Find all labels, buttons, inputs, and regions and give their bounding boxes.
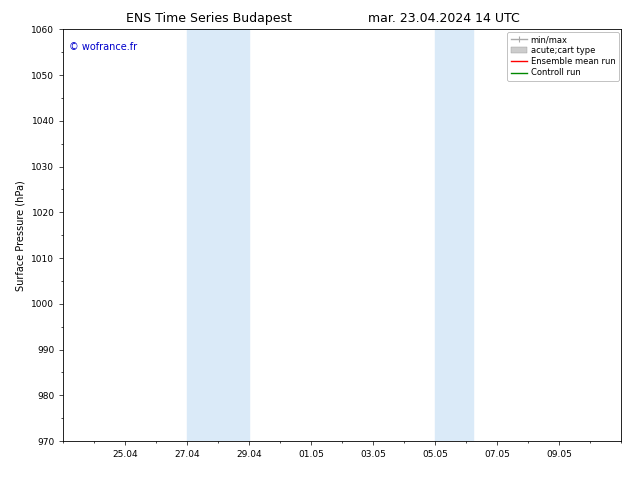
Y-axis label: Surface Pressure (hPa): Surface Pressure (hPa) [16,180,26,291]
Legend: min/max, acute;cart type, Ensemble mean run, Controll run: min/max, acute;cart type, Ensemble mean … [507,32,619,81]
Text: © wofrance.fr: © wofrance.fr [69,42,137,52]
Text: mar. 23.04.2024 14 UTC: mar. 23.04.2024 14 UTC [368,12,520,25]
Bar [436,29,472,441]
Bar [188,29,249,441]
Text: ENS Time Series Budapest: ENS Time Series Budapest [126,12,292,25]
